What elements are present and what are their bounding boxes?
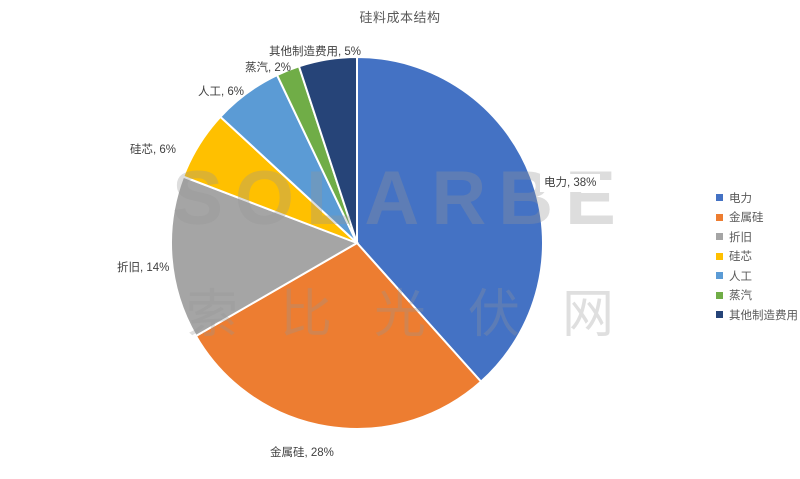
pie-data-label: 人工, 6% bbox=[198, 86, 245, 98]
legend-swatch-icon bbox=[716, 233, 723, 241]
legend-swatch-icon bbox=[716, 291, 723, 299]
legend-swatch-icon bbox=[716, 194, 723, 202]
pie-data-label: 电力, 38% bbox=[540, 174, 601, 192]
chart-title: 硅料成本结构 bbox=[359, 10, 441, 25]
legend-item[interactable]: 硅芯 bbox=[716, 247, 798, 267]
legend-item[interactable]: 蒸汽 bbox=[716, 286, 798, 306]
chart-legend: 电力金属硅折旧硅芯人工蒸汽其他制造费用 bbox=[716, 188, 798, 325]
pie-slice[interactable] bbox=[194, 241, 483, 430]
legend-item-label: 电力 bbox=[729, 192, 752, 205]
legend-item-label: 蒸汽 bbox=[729, 290, 752, 303]
legend-item-label: 硅芯 bbox=[729, 251, 752, 264]
legend-item-label: 金属硅 bbox=[729, 212, 764, 225]
legend-swatch-icon bbox=[716, 311, 723, 319]
legend-swatch-icon bbox=[716, 272, 723, 280]
pie-data-label: 蒸汽, 2% bbox=[245, 62, 292, 74]
legend-item[interactable]: 电力 bbox=[716, 188, 798, 208]
legend-item[interactable]: 折旧 bbox=[716, 227, 798, 247]
legend-item[interactable]: 金属硅 bbox=[716, 208, 798, 228]
pie-data-label: 金属硅, 28% bbox=[270, 447, 334, 459]
pie-slice[interactable] bbox=[356, 55, 545, 384]
legend-swatch-icon bbox=[716, 252, 723, 260]
pie-data-label: 硅芯, 6% bbox=[130, 144, 177, 156]
legend-item-label: 折旧 bbox=[729, 231, 752, 244]
legend-item-label: 其他制造费用 bbox=[729, 309, 798, 322]
legend-item-label: 人工 bbox=[729, 270, 752, 283]
legend-swatch-icon bbox=[716, 213, 723, 221]
pie-data-label: 其他制造费用, 5% bbox=[269, 46, 362, 58]
pie-slice[interactable] bbox=[170, 175, 360, 338]
legend-item[interactable]: 人工 bbox=[716, 266, 798, 286]
pie-data-label: 折旧, 14% bbox=[117, 262, 170, 274]
legend-item[interactable]: 其他制造费用 bbox=[716, 305, 798, 325]
pie-slice[interactable] bbox=[297, 55, 358, 244]
